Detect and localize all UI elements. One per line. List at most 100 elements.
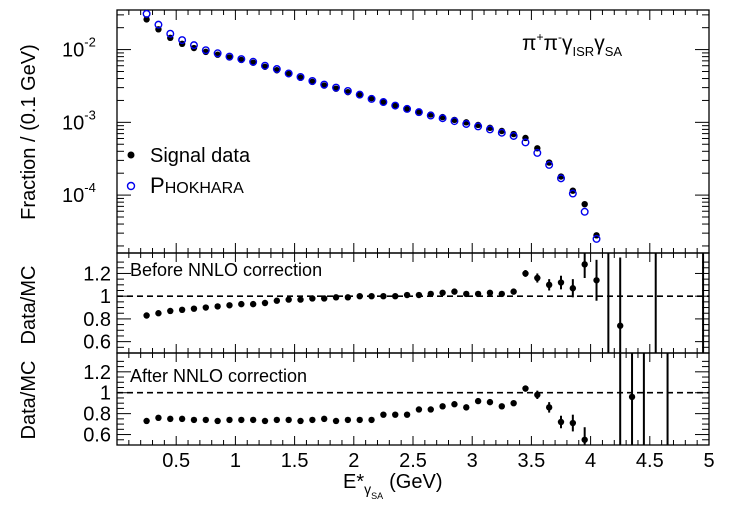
- phokhara-point: [391, 101, 400, 110]
- phokhara-point: [426, 111, 435, 120]
- ratio-point: [510, 399, 517, 407]
- ratio-point: [486, 289, 494, 296]
- ytick-label: 0.8: [83, 309, 111, 331]
- ratio-point: [368, 292, 375, 300]
- ratio-point: [261, 417, 269, 425]
- ytick-label: 0.6: [83, 425, 111, 447]
- top-data-markers: [142, 9, 601, 243]
- ratio-point: [392, 292, 399, 300]
- ratio-point: [261, 299, 269, 307]
- ratio-point: [486, 398, 494, 406]
- ratio-point: [392, 411, 399, 418]
- phokhara-point: [308, 76, 317, 85]
- phokhara-point: [367, 94, 376, 103]
- phokhara-point: [178, 36, 187, 45]
- ratio-point: [451, 288, 458, 295]
- ratio-point: [167, 415, 174, 423]
- bottom-xtick-labels: 0.5 1 1.5 2 2.5 3 3.5 4 4.5 5: [162, 450, 714, 472]
- ratio-point: [474, 397, 482, 405]
- ratio-point: [581, 436, 588, 443]
- ratio-point: [557, 279, 565, 286]
- ratio-point: [332, 294, 340, 301]
- bottom-ytick-labels: 1.210.80.6: [83, 362, 111, 447]
- ratio-point: [534, 274, 541, 282]
- top-ytick-label: 10-2: [62, 35, 96, 62]
- ratio-point: [332, 417, 340, 425]
- ratio-point: [593, 277, 600, 284]
- signal-data-point: [581, 200, 588, 208]
- signal-data-point: [403, 105, 411, 112]
- legend-marker-signal: [127, 151, 135, 159]
- ytick-label: 0.6: [83, 332, 111, 354]
- ratio-point: [427, 406, 434, 413]
- ytick-label: 1.2: [83, 362, 111, 384]
- top-panel: 10-2 10-3 10-4 Fraction / (0.1 GeV) π+π-γI…: [18, 9, 710, 254]
- ratio-point: [249, 300, 257, 308]
- xtick-label: 0.5: [162, 450, 190, 472]
- phokhara-point: [450, 117, 459, 126]
- ratio-point: [439, 289, 446, 296]
- phokhara-point: [343, 86, 352, 95]
- ratio-point: [285, 416, 292, 424]
- phokhara-point: [320, 80, 329, 89]
- ratio-point: [356, 416, 363, 424]
- legend-marker-phokhara: [126, 181, 136, 191]
- ratio-point: [498, 290, 505, 298]
- signal-data-point: [143, 16, 150, 23]
- xtick-label: 4: [585, 450, 596, 472]
- top-y-axis-label: Fraction / (0.1 GeV): [18, 44, 40, 220]
- phokhara-point: [379, 98, 388, 107]
- x-axis-label: E*γSA(GeV): [343, 471, 442, 501]
- ratio-point: [415, 406, 423, 413]
- phokhara-point: [355, 90, 364, 99]
- ratio-point: [403, 411, 411, 418]
- bottom-axis-ticks: [116, 353, 710, 446]
- phokhara-point: [521, 138, 530, 147]
- ratio-point: [238, 416, 245, 424]
- bottom-y-axis-label: Data/MC: [18, 361, 40, 440]
- phokhara-point: [414, 108, 423, 117]
- ratio-point: [557, 418, 565, 426]
- signal-data-point: [356, 91, 363, 98]
- bottom-annotation: After NNLO correction: [130, 366, 307, 386]
- ratio-point: [451, 401, 458, 408]
- ratio-point: [510, 288, 517, 295]
- phokhara-point: [237, 55, 246, 64]
- ratio-point: [380, 411, 387, 418]
- signal-data-point: [392, 102, 399, 109]
- phokhara-point: [497, 128, 506, 137]
- ratio-point: [155, 310, 162, 317]
- ratio-point: [143, 312, 150, 319]
- legend: Signal data PHOKHARA: [126, 145, 251, 198]
- ratio-point: [474, 290, 482, 298]
- ratio-point: [463, 404, 470, 411]
- xtick-label: 3: [467, 450, 478, 472]
- phokhara-point: [142, 9, 151, 18]
- phokhara-point: [462, 119, 471, 128]
- ytick-label: 1: [100, 286, 111, 308]
- ratio-point: [321, 295, 328, 302]
- ratio-point: [439, 403, 446, 410]
- ratio-point: [356, 292, 363, 300]
- phokhara-point: [485, 125, 494, 134]
- phokhara-point: [154, 20, 163, 29]
- phokhara-point: [557, 174, 566, 183]
- ratio-point: [226, 302, 233, 309]
- phokhara-point: [261, 61, 270, 70]
- top-ytick-label: 10-4: [62, 180, 96, 207]
- ratio-point: [214, 417, 221, 425]
- ratio-point: [522, 385, 529, 392]
- ratio-point: [226, 416, 233, 424]
- ratio-point: [380, 292, 387, 300]
- ratio-point: [273, 416, 281, 424]
- ratio-point: [190, 305, 198, 312]
- xtick-label: 4.5: [636, 450, 664, 472]
- phokhara-point: [213, 49, 222, 58]
- middle-data-markers: [143, 253, 705, 353]
- ratio-point: [309, 416, 316, 424]
- ratio-point: [368, 416, 375, 424]
- ratio-point: [167, 307, 174, 315]
- phokhara-point: [438, 114, 447, 123]
- ratio-point: [155, 414, 162, 422]
